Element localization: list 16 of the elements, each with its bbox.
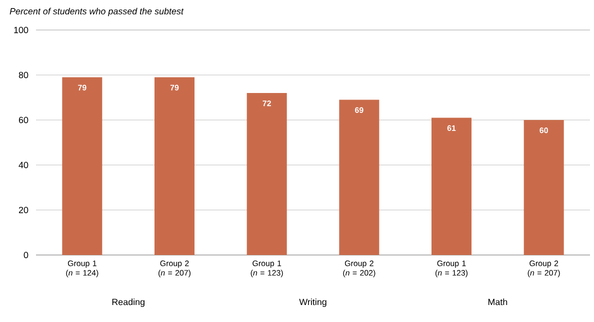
bar (62, 77, 102, 255)
y-tick-label: 20 (18, 206, 28, 214)
bar (524, 120, 564, 255)
bar (154, 77, 195, 255)
bar (246, 92, 287, 255)
bar (432, 118, 472, 255)
y-tick-label: 40 (18, 162, 28, 168)
text: Writing (299, 298, 326, 307)
text: Reading (112, 298, 144, 307)
text: Math (488, 298, 508, 306)
y-tick-label: 60 (18, 116, 28, 124)
y-tick-label: 100 (14, 26, 28, 34)
bar (339, 100, 380, 255)
y-tick-label: 80 (18, 72, 28, 78)
y-tick-label: 0 (24, 252, 28, 258)
chart-title: Percent of students who passed the subtest (10, 8, 184, 16)
